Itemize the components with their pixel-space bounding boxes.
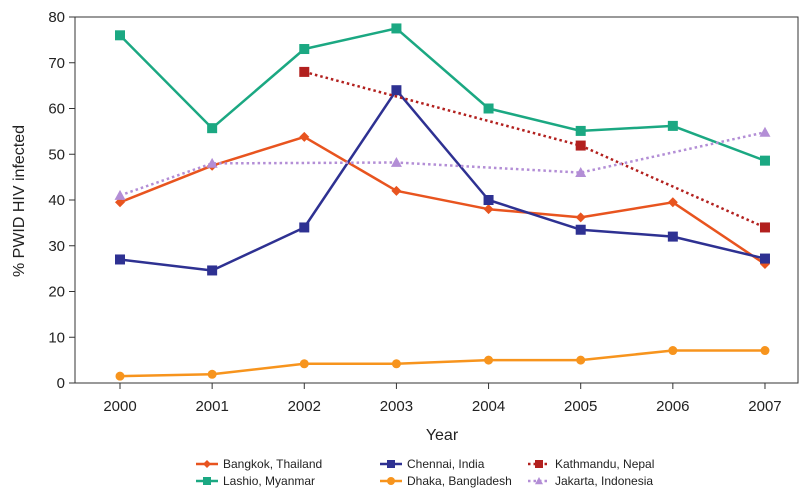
data-point-chennai-india-2002 [299, 222, 310, 233]
data-point-lashio-myanmar-2002 [299, 44, 310, 55]
y-tick-label-0: 0 [57, 375, 65, 392]
data-point-lashio-myanmar-2004 [483, 103, 494, 114]
legend-label-chennai-india: Chennai, India [407, 457, 485, 471]
legend-label-dhaka-bangladesh: Dhaka, Bangladesh [407, 474, 512, 488]
data-point-dhaka-bangladesh-2001 [207, 369, 217, 379]
data-point-lashio-myanmar-2000 [115, 30, 125, 41]
data-point-kathmandu-nepal-2002 [299, 66, 310, 77]
data-point-bangkok-thailand-2006 [667, 197, 678, 208]
x-tick-label-2007: 2007 [748, 398, 781, 415]
legend-label-bangkok-thailand: Bangkok, Thailand [223, 457, 322, 471]
series-line-kathmandu-nepal [303, 70, 766, 229]
data-point-lashio-myanmar-2005 [575, 125, 586, 136]
legend-swatch-marker-dhaka-bangladesh [387, 477, 395, 485]
data-point-dhaka-bangladesh-2000 [115, 371, 125, 381]
data-point-bangkok-thailand-2002 [299, 131, 310, 142]
data-point-chennai-india-2001 [207, 265, 218, 276]
x-tick-label-2000: 2000 [103, 398, 136, 415]
data-point-bangkok-thailand-2005 [575, 212, 586, 223]
x-axis-title: Year [426, 427, 459, 444]
data-point-kathmandu-nepal-2007 [759, 222, 770, 233]
y-tick-label-10: 10 [48, 329, 65, 346]
data-point-jakarta-indonesia-2001 [206, 157, 218, 168]
x-tick-label-2005: 2005 [564, 398, 597, 415]
data-point-chennai-india-2004 [483, 195, 494, 205]
data-point-dhaka-bangladesh-2002 [299, 359, 309, 369]
data-point-chennai-india-2006 [667, 231, 678, 242]
series-line-chennai-india [119, 88, 766, 272]
y-tick-label-30: 30 [48, 238, 65, 255]
legend-swatch-marker-jakarta-indonesia [535, 477, 543, 485]
data-point-chennai-india-2007 [759, 253, 770, 264]
data-point-dhaka-bangladesh-2006 [668, 346, 678, 356]
y-tick-label-60: 60 [48, 101, 65, 118]
legend-swatch-marker-lashio-myanmar [203, 477, 211, 485]
y-tick-label-80: 80 [48, 9, 65, 26]
legend-swatch-marker-kathmandu-nepal [535, 460, 543, 468]
data-point-bangkok-thailand-2003 [391, 185, 402, 196]
data-point-jakarta-indonesia-2005 [575, 167, 587, 177]
x-tick-label-2001: 2001 [195, 398, 228, 415]
x-tick-label-2003: 2003 [380, 398, 413, 415]
series-line-bangkok-thailand [119, 135, 766, 266]
data-point-jakarta-indonesia-2000 [114, 189, 126, 200]
y-tick-label-40: 40 [48, 192, 65, 209]
data-point-dhaka-bangladesh-2005 [576, 355, 586, 365]
legend-swatch-marker-bangkok-thailand [203, 460, 211, 468]
data-point-chennai-india-2000 [115, 254, 125, 265]
legend-swatch-marker-chennai-india [387, 460, 395, 468]
data-point-dhaka-bangladesh-2003 [391, 359, 401, 369]
data-point-chennai-india-2005 [575, 224, 586, 235]
data-point-lashio-myanmar-2006 [667, 120, 678, 131]
legend-label-kathmandu-nepal: Kathmandu, Nepal [555, 457, 654, 471]
x-tick-label-2006: 2006 [656, 398, 689, 415]
legend-label-jakarta-indonesia: Jakarta, Indonesia [555, 474, 653, 488]
y-tick-label-70: 70 [48, 55, 65, 72]
data-point-jakarta-indonesia-2007 [759, 126, 771, 137]
data-point-jakarta-indonesia-2003 [390, 156, 402, 167]
legend-label-lashio-myanmar: Lashio, Myanmar [223, 474, 315, 488]
data-point-chennai-india-2003 [391, 85, 402, 96]
y-tick-label-20: 20 [48, 284, 65, 301]
y-axis-title: % PWID HIV infected [11, 125, 28, 277]
data-point-lashio-myanmar-2007 [759, 155, 770, 166]
data-point-lashio-myanmar-2001 [207, 123, 218, 134]
series-line-dhaka-bangladesh [119, 349, 765, 378]
data-point-dhaka-bangladesh-2004 [484, 355, 494, 365]
data-point-kathmandu-nepal-2005 [575, 140, 586, 151]
data-point-lashio-myanmar-2003 [391, 23, 402, 34]
data-point-dhaka-bangladesh-2007 [760, 346, 770, 356]
series-line-lashio-myanmar [119, 27, 766, 162]
x-tick-label-2002: 2002 [288, 398, 321, 415]
y-tick-label-50: 50 [48, 146, 65, 163]
data-point-bangkok-thailand-2004 [483, 204, 494, 215]
x-tick-label-2004: 2004 [472, 398, 505, 415]
